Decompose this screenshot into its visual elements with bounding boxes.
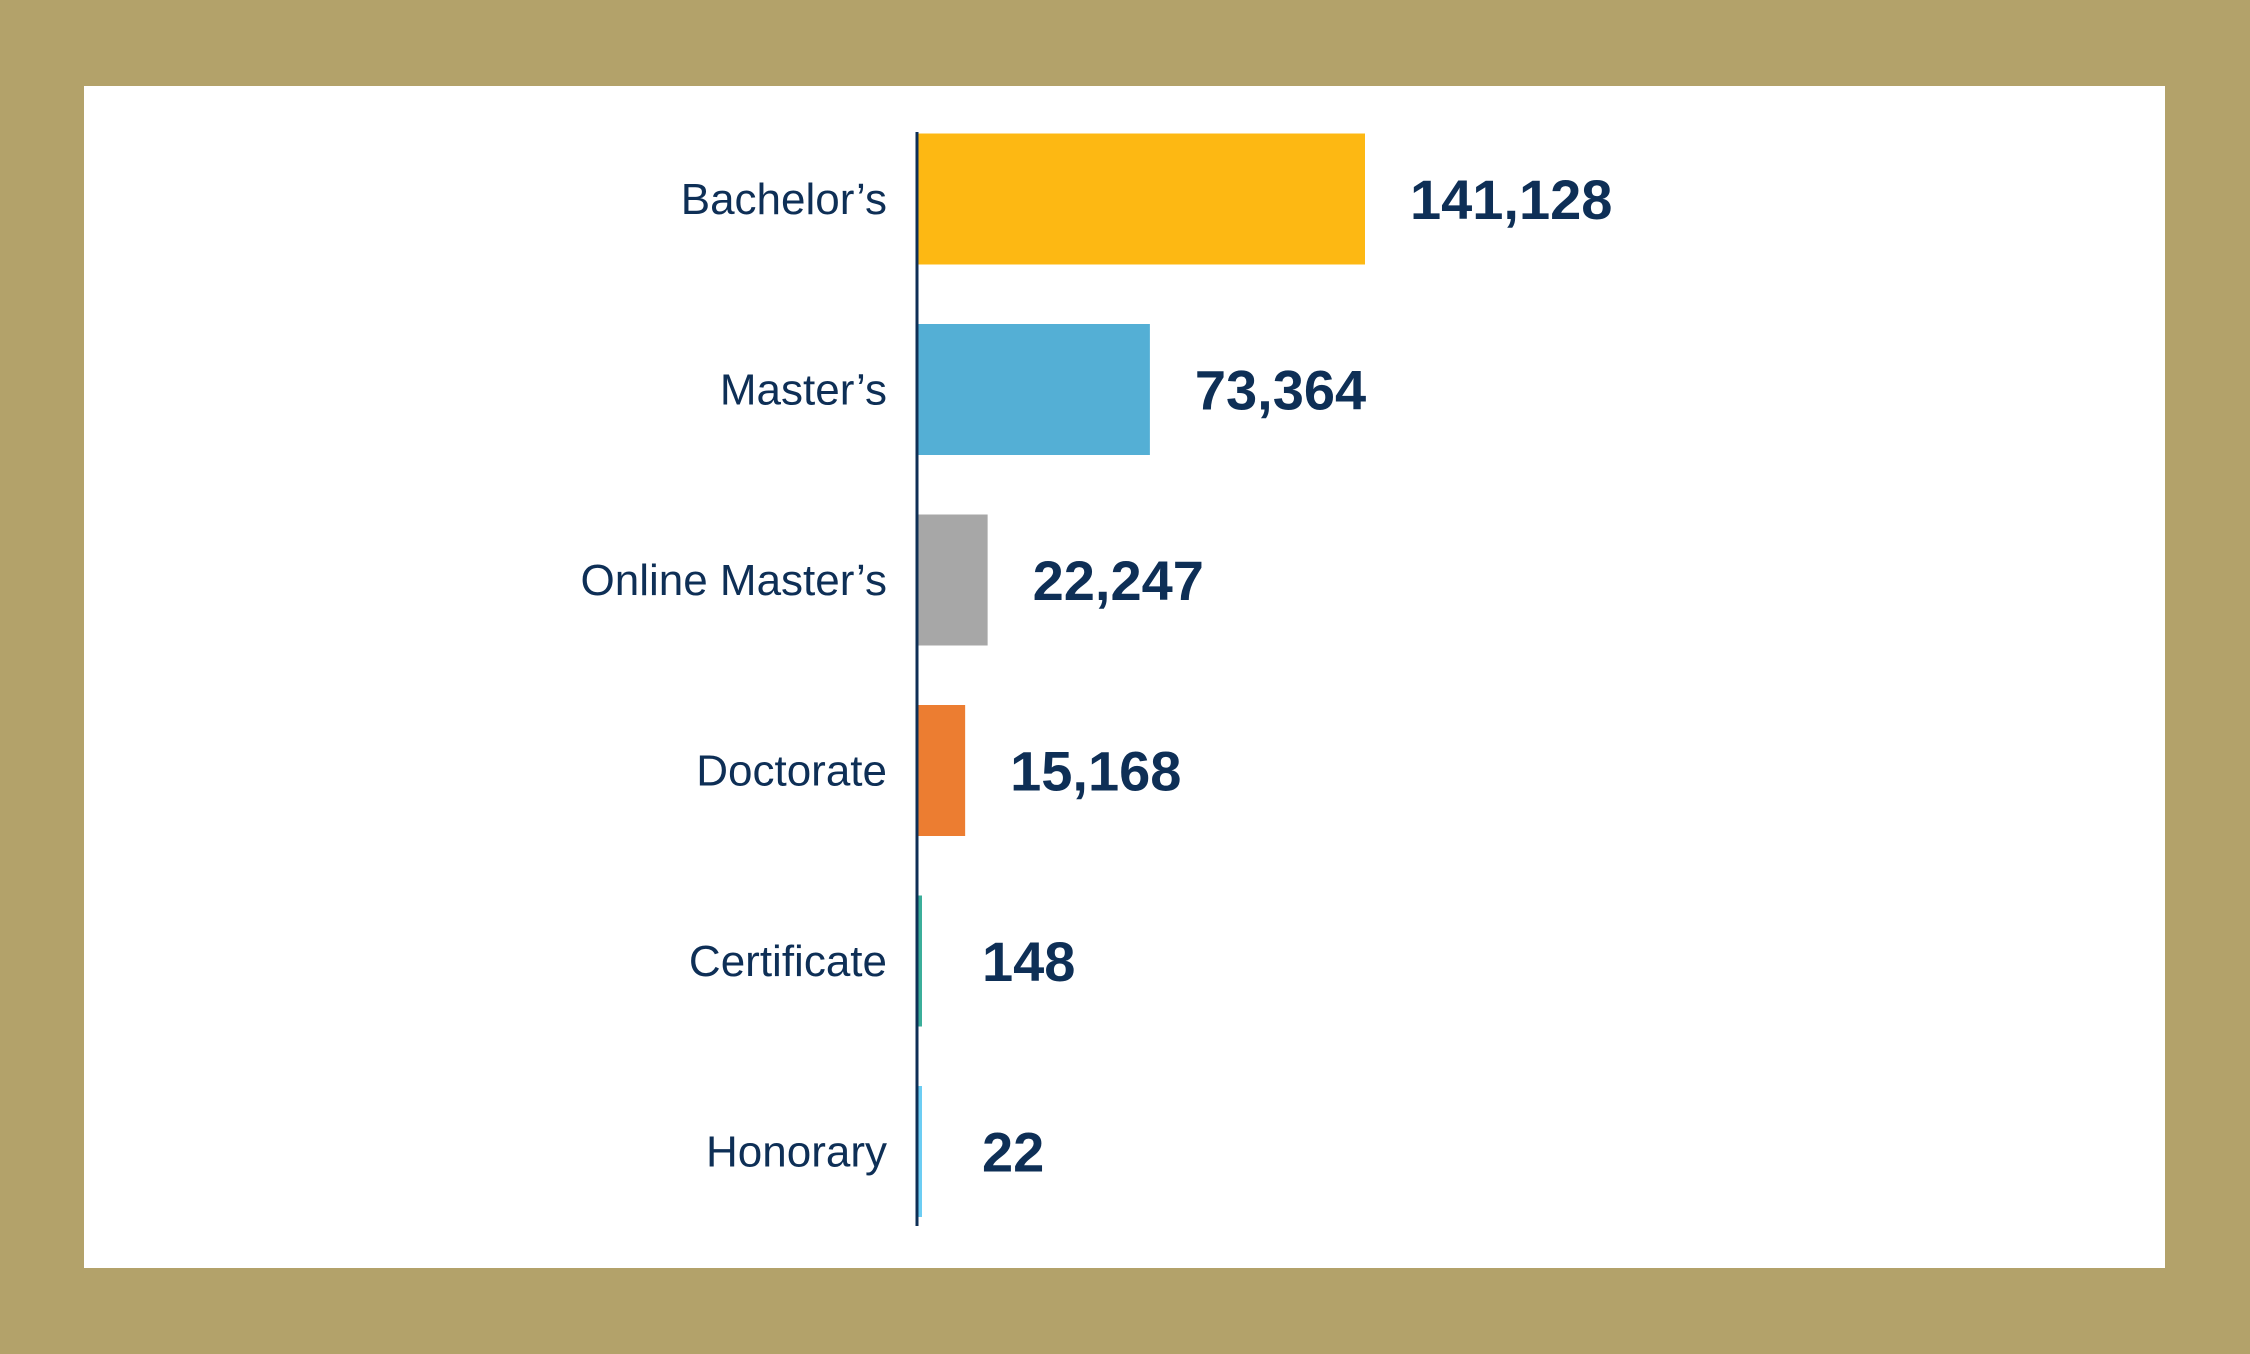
category-label-4: Certificate	[689, 937, 887, 986]
category-label-3: Doctorate	[696, 747, 887, 796]
value-label-4: 148	[982, 930, 1075, 993]
category-label-5: Honorary	[706, 1128, 887, 1177]
value-labels-group: 141,128 73,364 22,247 15,168 148 22	[982, 168, 1612, 1184]
value-label-0: 141,128	[1410, 168, 1612, 231]
category-label-1: Master’s	[720, 366, 887, 415]
bar-4	[917, 895, 922, 1027]
category-label-0: Bachelor’s	[681, 175, 887, 224]
category-label-2: Online Master’s	[581, 556, 888, 605]
category-labels-group: Bachelor’s Master’s Online Master’s Doctora…	[581, 175, 888, 1177]
bar-5	[917, 1086, 922, 1217]
value-label-2: 22,247	[1033, 549, 1204, 612]
value-label-3: 15,168	[1010, 740, 1181, 803]
value-label-5: 22	[982, 1121, 1044, 1184]
value-label-1: 73,364	[1195, 359, 1366, 422]
bar-2	[917, 514, 988, 646]
bar-1	[917, 324, 1150, 455]
bar-3	[917, 705, 966, 836]
bar-0	[917, 133, 1365, 265]
chart-panel	[84, 86, 2165, 1268]
bars-group	[917, 133, 1365, 1217]
